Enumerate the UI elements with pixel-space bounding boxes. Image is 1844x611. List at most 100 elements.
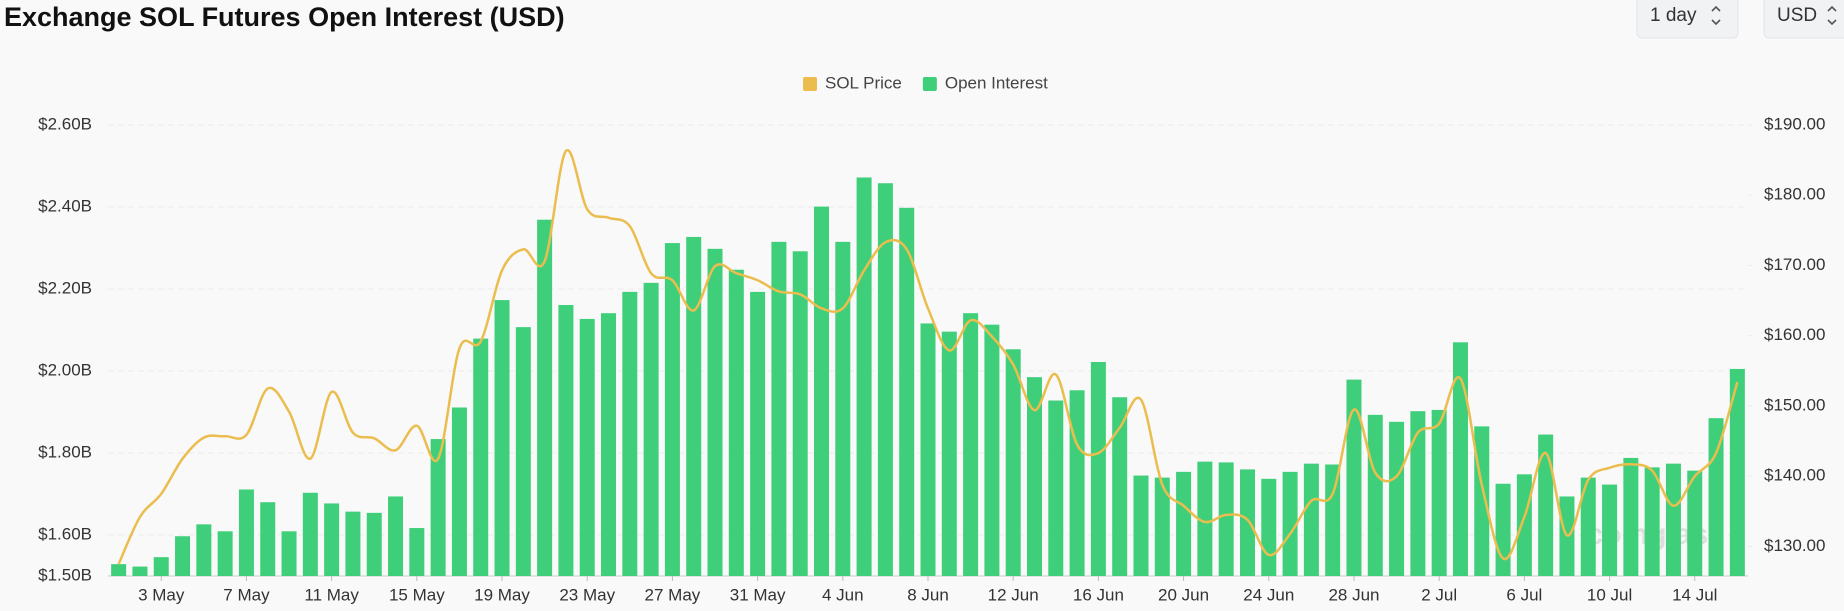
- legend-swatch: [803, 77, 817, 91]
- x-tick-label: 14 Jul: [1672, 585, 1717, 604]
- x-tick-label: 8 Jun: [907, 585, 949, 604]
- bar: [1665, 463, 1681, 576]
- bar: [366, 512, 382, 576]
- bar: [920, 323, 936, 576]
- bar: [132, 566, 148, 576]
- x-tick-label: 15 May: [389, 585, 445, 604]
- chart-title: Exchange SOL Futures Open Interest (USD): [4, 2, 565, 32]
- bar: [963, 313, 979, 576]
- bar: [1069, 390, 1085, 576]
- bar: [1282, 471, 1298, 576]
- bar: [1261, 478, 1277, 576]
- bar: [622, 291, 638, 576]
- bar: [515, 327, 531, 576]
- select-text[interactable]: 1 day: [1650, 5, 1697, 26]
- bar: [1133, 475, 1149, 576]
- y2-tick-label: $160.00: [1764, 325, 1825, 344]
- x-tick-label: 6 Jul: [1506, 585, 1542, 604]
- bar: [1048, 400, 1064, 576]
- bar: [579, 318, 595, 576]
- bar: [260, 502, 276, 576]
- bar: [558, 304, 574, 576]
- legend-label: SOL Price: [825, 73, 902, 92]
- select-text[interactable]: USD: [1777, 5, 1817, 26]
- bar: [899, 207, 915, 576]
- x-tick-label: 19 May: [474, 585, 530, 604]
- legend-swatch: [922, 77, 937, 91]
- bar: [324, 503, 340, 576]
- bar: [877, 183, 893, 576]
- bar: [750, 291, 766, 576]
- bar: [1112, 397, 1128, 576]
- bar: [537, 219, 553, 576]
- currency-select[interactable]: USD: [1763, 0, 1844, 39]
- price-line: [117, 149, 1739, 565]
- bar: [302, 492, 318, 576]
- x-tick-label: 16 Jun: [1073, 585, 1124, 604]
- bar: [217, 531, 233, 576]
- bar: [1644, 467, 1660, 576]
- bar: [1154, 477, 1170, 576]
- bar: [792, 251, 808, 576]
- x-tick-label: 31 May: [730, 585, 786, 604]
- bar: [941, 331, 957, 576]
- bar: [196, 524, 212, 576]
- x-tick-label: 4 Jun: [822, 585, 864, 604]
- bar: [1090, 361, 1106, 576]
- legend-label: Open Interest: [945, 73, 1048, 92]
- bar: [388, 496, 404, 576]
- select-box[interactable]: [1763, 0, 1844, 39]
- y-tick-label: $2.00B: [38, 360, 92, 379]
- bar: [1367, 414, 1383, 576]
- bar: [1431, 409, 1447, 576]
- x-tick-label: 12 Jun: [988, 585, 1039, 604]
- bar: [835, 241, 851, 576]
- bar: [643, 282, 659, 576]
- bar: [1303, 463, 1319, 576]
- bar: [175, 536, 191, 576]
- bar: [430, 439, 446, 576]
- bar: [238, 489, 254, 576]
- chevron: [1711, 5, 1721, 26]
- bar: [494, 300, 510, 576]
- bar: [1452, 342, 1468, 576]
- x-tick-label: 24 Jun: [1243, 585, 1294, 604]
- bar: [1026, 377, 1042, 576]
- x-tick-label: 28 Jun: [1328, 585, 1379, 604]
- y-tick-label: $1.60B: [38, 524, 92, 543]
- bar: [771, 241, 787, 576]
- x-tick-label: 3 May: [138, 585, 185, 604]
- bar: [1346, 379, 1362, 576]
- bar: [601, 313, 617, 576]
- bar: [1602, 484, 1618, 576]
- x-tick-label: 27 May: [645, 585, 701, 604]
- bar: [1176, 471, 1192, 576]
- bar: [1389, 421, 1405, 576]
- bar: [707, 248, 723, 576]
- bar: [1005, 349, 1021, 576]
- bar: [1410, 411, 1426, 576]
- bar: [1538, 434, 1554, 576]
- x-tick-label: 11 May: [304, 585, 359, 604]
- x-tick-label: 20 Jun: [1158, 585, 1209, 604]
- chevron: [1827, 5, 1837, 26]
- bar: [1197, 461, 1213, 576]
- y-tick-label: $1.80B: [38, 442, 92, 461]
- bar: [153, 557, 169, 576]
- bar: [1729, 368, 1745, 576]
- interval-select[interactable]: 1 day: [1636, 0, 1739, 39]
- bar: [1516, 474, 1532, 576]
- x-tick-label: 2 Jul: [1421, 585, 1457, 604]
- bar: [686, 236, 702, 576]
- y2-tick-label: $180.00: [1764, 185, 1825, 204]
- x-tick-label: 10 Jul: [1587, 585, 1632, 604]
- bar: [814, 206, 830, 576]
- bar: [728, 269, 744, 576]
- bar: [856, 177, 872, 577]
- bar: [409, 528, 425, 576]
- bar: [1325, 464, 1341, 576]
- y-tick-label: $2.60B: [38, 114, 92, 133]
- legend: SOL Price Open Interest: [803, 73, 1048, 92]
- bar: [1239, 469, 1255, 576]
